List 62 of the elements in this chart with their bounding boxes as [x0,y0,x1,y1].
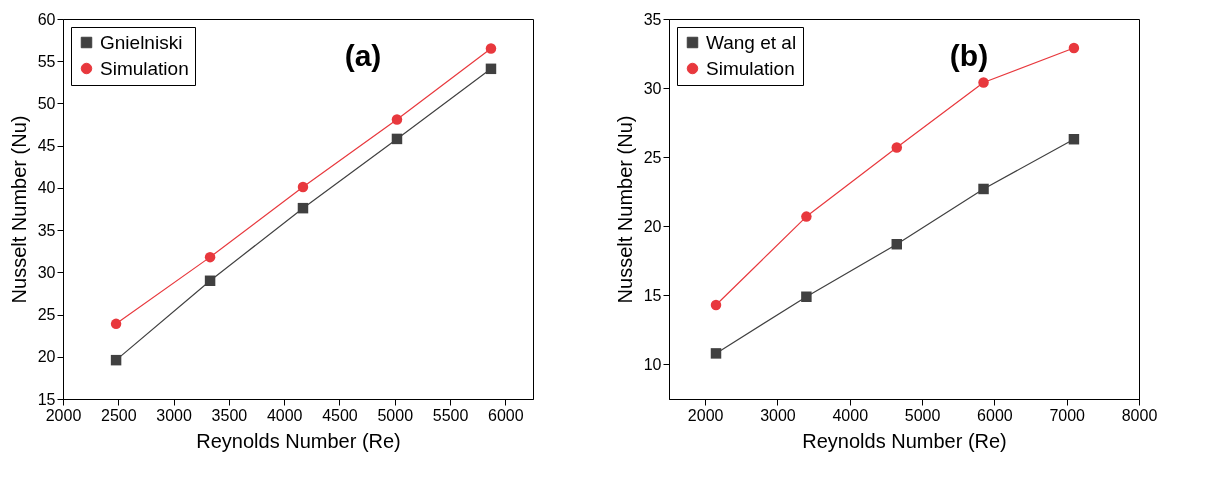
point [1068,133,1080,145]
point [110,354,122,366]
y-tick-label: 50 [37,94,56,112]
x-axis-title: Reynolds Number (Re) [196,429,401,452]
point [485,43,497,54]
point [485,63,497,75]
y-tick-label: 60 [37,10,56,28]
y-tick-label: 15 [643,286,662,304]
y-tick-label: 30 [37,263,56,281]
point [204,251,216,263]
legend-label: Simulation [100,57,189,79]
point [110,318,122,330]
y-tick-label: 30 [643,79,662,97]
point [710,299,722,311]
x-tick-label: 3000 [760,406,796,424]
y-tick-label: 40 [37,179,56,197]
y-tick-label: 45 [37,137,56,155]
legend-label: Wang et al [706,31,797,53]
x-tick-label: 8000 [1121,406,1158,424]
y-tick-label: 25 [37,306,56,324]
point [1068,42,1080,54]
x-tick-label: 4000 [266,406,303,424]
x-tick-label: 4000 [832,406,869,424]
point [891,238,903,250]
x-tick-label: 4500 [322,406,358,424]
annotation: (a) [344,39,382,72]
y-tick-label: 10 [643,355,662,373]
y-tick-label: 35 [643,10,662,28]
x-tick-label: 3000 [156,406,192,424]
point [978,77,989,88]
y-tick-label: 20 [643,217,662,235]
x-tick-label: 2000 [687,406,724,424]
y-tick-label: 35 [37,221,56,239]
x-tick-label: 2500 [101,406,137,424]
legend-label: Gnielniski [100,31,183,53]
x-tick-label: 5500 [432,406,469,424]
y-tick-label: 55 [37,52,56,70]
x-tick-label: 5000 [377,406,414,424]
x-tick-label: 2000 [45,406,82,424]
point [801,291,812,302]
point [801,211,812,222]
x-tick-label: 6000 [977,406,1013,424]
annotation: (b) [949,39,989,72]
y-tick-label: 20 [37,348,56,366]
y-tick-label: 25 [643,148,662,166]
point [297,202,309,214]
y-tick-label: 15 [37,390,56,408]
x-tick-label: 6000 [488,406,524,424]
x-tick-label: 5000 [904,406,941,424]
x-axis-title: Reynolds Number (Re) [802,429,1007,452]
point [391,133,403,145]
y-axis-title: Nusselt Number (Nu) [7,115,30,304]
point [891,142,903,153]
point [204,275,216,287]
point [391,114,403,125]
x-tick-label: 7000 [1049,406,1086,424]
point [297,181,309,193]
point [710,348,722,359]
legend-label: Simulation [706,57,795,79]
x-tick-label: 3500 [211,406,248,424]
y-axis-title: Nusselt Number (Nu) [613,115,636,304]
point [978,183,989,195]
